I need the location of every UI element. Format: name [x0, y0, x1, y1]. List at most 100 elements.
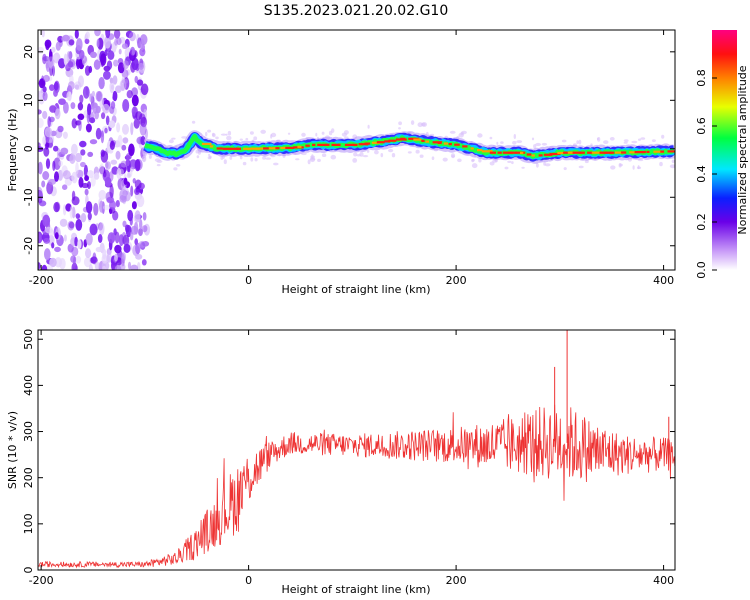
scatter-speck	[659, 161, 663, 167]
noise-blob	[141, 259, 147, 266]
noise-blob	[41, 264, 48, 270]
noise-blob	[90, 176, 96, 187]
noise-blob	[69, 206, 73, 219]
scatter-speck	[603, 140, 609, 145]
noise-blob	[38, 142, 41, 148]
colorbar-tick-label: 0.8	[695, 69, 708, 87]
noise-blob	[44, 39, 52, 49]
noise-blob	[113, 30, 121, 39]
scatter-speck	[227, 130, 232, 136]
scatter-speck	[511, 161, 514, 165]
snr-x-label: Height of straight line (km)	[281, 583, 430, 596]
noise-blob	[55, 41, 61, 51]
noise-blob	[80, 149, 86, 156]
noise-blob	[85, 201, 93, 214]
noise-blob	[105, 115, 110, 126]
scatter-speck	[578, 165, 584, 169]
noise-blob	[85, 31, 90, 40]
noise-blob	[98, 77, 105, 90]
noise-blob	[140, 83, 149, 96]
scatter-speck	[533, 144, 537, 149]
noise-blob	[60, 147, 69, 155]
noise-blob	[94, 261, 100, 270]
noise-blob	[61, 184, 68, 190]
noise-blob	[106, 60, 113, 70]
scatter-speck	[442, 157, 448, 162]
noise-blob	[42, 91, 48, 101]
scatter-speck	[362, 155, 369, 158]
noise-blob	[84, 175, 89, 182]
scatter-speck	[374, 150, 379, 155]
x-tick-label: 0	[245, 274, 252, 287]
noise-blob	[63, 53, 68, 66]
noise-blob	[138, 240, 147, 248]
noise-blob	[128, 143, 135, 157]
scatter-speck	[541, 142, 548, 146]
noise-blob	[136, 79, 144, 86]
scatter-speck	[584, 159, 589, 164]
noise-blob	[48, 178, 57, 185]
noise-blob	[42, 86, 47, 93]
scatter-speck	[239, 155, 243, 160]
scatter-speck	[315, 132, 318, 137]
scatter-speck	[253, 136, 258, 141]
noise-blob	[129, 217, 133, 226]
noise-blob	[126, 90, 133, 99]
noise-blob	[105, 30, 111, 39]
noise-blob	[94, 30, 101, 37]
noise-blob	[92, 252, 97, 263]
noise-blob	[121, 144, 127, 151]
noise-blob	[84, 65, 91, 76]
noise-blob	[110, 101, 116, 110]
noise-blob	[72, 256, 77, 269]
scatter-speck	[270, 134, 273, 139]
scatter-speck	[388, 148, 394, 153]
noise-blob	[107, 232, 116, 244]
noise-blob	[74, 30, 79, 39]
noise-blob	[45, 226, 53, 234]
scatter-speck	[196, 155, 200, 159]
scatter-speck	[449, 130, 456, 134]
noise-blob	[67, 220, 75, 231]
colorbar-tick-label: 0.6	[695, 117, 708, 135]
scatter-speck	[295, 158, 300, 161]
noise-blob	[78, 49, 85, 60]
scatter-speck	[610, 165, 616, 170]
noise-blob	[49, 105, 57, 113]
scatter-speck	[521, 166, 525, 169]
noise-blob	[59, 218, 68, 227]
scatter-speck	[417, 122, 423, 128]
scatter-speck	[181, 136, 188, 139]
y-tick-label: 300	[22, 421, 35, 442]
scatter-speck	[431, 156, 435, 160]
scatter-speck	[254, 158, 258, 162]
noise-blob	[85, 248, 92, 259]
noise-blob	[87, 151, 94, 157]
noise-blob	[115, 150, 121, 160]
noise-blob	[114, 244, 122, 254]
noise-blob	[131, 94, 139, 107]
scatter-speck	[410, 120, 415, 125]
scatter-speck	[563, 167, 567, 171]
scatter-speck	[356, 154, 361, 157]
scatter-speck	[457, 158, 462, 163]
scatter-speck	[176, 164, 181, 167]
scatter-speck	[366, 149, 370, 153]
noise-blob	[122, 137, 129, 144]
noise-blob	[68, 39, 75, 46]
noise-blob	[130, 166, 134, 172]
scatter-speck	[173, 167, 178, 171]
noise-blob	[131, 201, 137, 210]
noise-blob	[71, 118, 78, 129]
noise-blob	[113, 228, 117, 236]
noise-blob	[38, 109, 42, 115]
noise-blob	[52, 54, 58, 61]
noise-blob	[74, 236, 78, 247]
noise-blob	[96, 38, 100, 48]
noise-blob	[131, 87, 139, 97]
noise-blob	[104, 104, 109, 111]
noise-blob	[71, 246, 79, 257]
noise-blob	[49, 257, 57, 268]
scatter-speck	[471, 158, 475, 162]
noise-blob	[93, 172, 100, 180]
